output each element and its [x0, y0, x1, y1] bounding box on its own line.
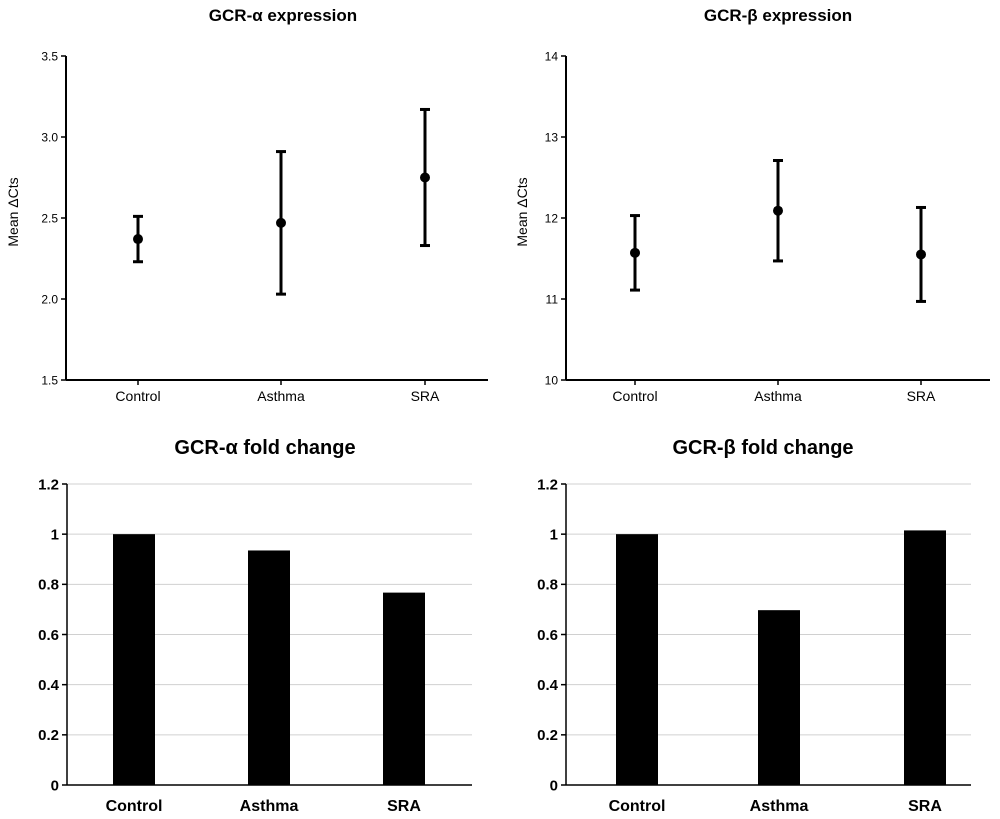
panel-gcr-alpha-expression: GCR-α expression Mean ΔCts 1.5 2.0 2.5 3.0 3… — [5, 6, 488, 404]
y-tick-label: 1.2 — [537, 476, 558, 493]
bar-asthma — [248, 550, 290, 785]
x-category-label-asthma: Asthma — [750, 798, 809, 815]
x-category-label-sra: SRA — [411, 388, 440, 404]
x-category-label-sra: SRA — [908, 798, 942, 815]
y-tick-label: 1.5 — [41, 373, 58, 387]
y-tick-label: 0.8 — [537, 577, 558, 594]
panel-gcr-beta-expression: GCR-β expression Mean ΔCts 10 11 12 13 14 Con… — [514, 6, 990, 404]
y-tick-label: 3.5 — [41, 49, 58, 63]
mean-point-asthma — [276, 217, 286, 228]
y-tick-label: 0 — [51, 777, 59, 794]
chart-title-gcr-alpha-fold-change: GCR-α fold change — [174, 437, 355, 459]
y-tick-label: 0 — [550, 777, 558, 794]
y-tick-label: 0.4 — [537, 677, 559, 694]
x-category-label-sra: SRA — [907, 388, 936, 404]
y-axis-label-gcr-beta-expression: Mean ΔCts — [514, 177, 530, 246]
y-tick-label: 0.4 — [38, 677, 60, 694]
bar-asthma — [758, 610, 800, 785]
y-tick-label: 1.2 — [38, 476, 59, 493]
mean-point-control — [630, 247, 640, 258]
mean-point-sra — [420, 172, 430, 183]
y-tick-label: 0.6 — [38, 627, 59, 644]
x-category-label-control: Control — [106, 798, 163, 815]
x-category-label-sra: SRA — [387, 798, 421, 815]
x-category-label-asthma: Asthma — [257, 388, 305, 404]
y-tick-label: 11 — [546, 292, 559, 306]
bar-sra — [904, 530, 946, 785]
y-tick-label: 3.0 — [41, 130, 58, 144]
x-category-label-asthma: Asthma — [754, 388, 802, 404]
y-tick-label: 13 — [545, 130, 559, 144]
x-category-label-control: Control — [115, 388, 160, 404]
y-tick-label: 1 — [51, 527, 59, 544]
chart-title-gcr-alpha-expression: GCR-α expression — [209, 6, 357, 25]
mean-point-sra — [916, 249, 926, 260]
panel-gcr-beta-fold-change: GCR-β fold change 0 0.2 0.4 0.6 0.8 1 1.2 Contr… — [537, 437, 971, 815]
y-tick-label: 0.2 — [38, 727, 59, 744]
y-tick-label: 0.8 — [38, 577, 59, 594]
y-tick-label: 0.6 — [537, 627, 558, 644]
y-tick-label: 10 — [545, 373, 559, 387]
y-tick-label: 2.0 — [41, 292, 58, 306]
x-category-label-control: Control — [612, 388, 657, 404]
bar-control — [113, 534, 155, 785]
bar-sra — [383, 592, 425, 785]
y-tick-label: 14 — [545, 49, 559, 63]
bar-control — [616, 534, 658, 785]
y-tick-label: 1 — [550, 527, 558, 544]
x-category-label-asthma: Asthma — [240, 798, 299, 815]
mean-point-asthma — [773, 205, 783, 216]
y-tick-label: 12 — [545, 211, 559, 225]
y-tick-label: 2.5 — [41, 211, 58, 225]
chart-title-gcr-beta-expression: GCR-β expression — [704, 6, 852, 25]
mean-point-control — [133, 234, 143, 245]
y-axis-label-gcr-alpha-expression: Mean ΔCts — [5, 177, 21, 246]
y-tick-label: 0.2 — [537, 727, 558, 744]
panel-gcr-alpha-fold-change: GCR-α fold change 0 0.2 0.4 0.6 0.8 1 1.2 Contr… — [38, 437, 472, 815]
chart-title-gcr-beta-fold-change: GCR-β fold change — [672, 437, 853, 459]
x-category-label-control: Control — [609, 798, 666, 815]
